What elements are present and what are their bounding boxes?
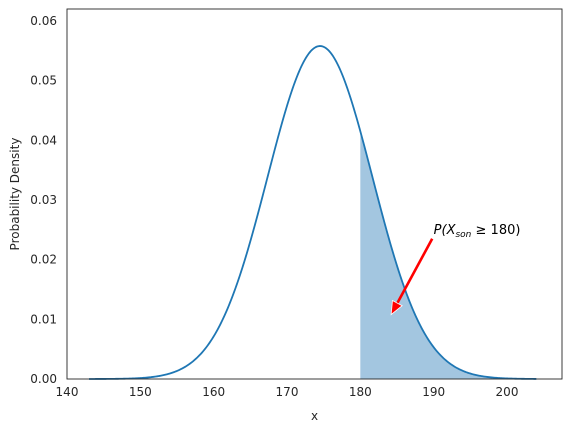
x-tick-label: 170	[276, 385, 299, 399]
shaded-area	[360, 131, 537, 379]
plot-frame	[66, 8, 563, 380]
y-tick-label: 0.05	[30, 74, 57, 88]
y-tick-label: 0.03	[30, 193, 57, 207]
x-tick-label: 200	[496, 385, 519, 399]
x-axis-label: x	[311, 409, 318, 423]
y-tick-label: 0.04	[30, 133, 57, 147]
annotation-arrow-shaft	[396, 238, 434, 304]
x-tick-label: 160	[202, 385, 225, 399]
y-tick-label: 0.02	[30, 253, 57, 267]
x-tick-label: 190	[422, 385, 445, 399]
y-axis-ticks: 0.00 0.01 0.02 0.03 0.04 0.05 0.06	[30, 14, 57, 386]
annotation-arrow-head	[390, 299, 403, 316]
x-tick-label: 180	[349, 385, 372, 399]
x-tick-label: 140	[56, 385, 79, 399]
y-tick-label: 0.06	[30, 14, 57, 28]
x-axis-ticks: 140 150 160 170 180 190 200	[56, 385, 519, 399]
annotation-prefix: P(X	[434, 223, 457, 238]
y-tick-label: 0.00	[30, 372, 57, 386]
annotation-suffix: ≥ 180)	[471, 223, 520, 238]
y-axis-label: Probability Density	[8, 138, 22, 251]
density-line	[89, 45, 537, 380]
annotation-label: P(Xson ≥ 180)	[434, 223, 521, 240]
plot-area	[66, 8, 563, 380]
y-tick-label: 0.01	[30, 312, 57, 326]
annotation-subscript: son	[455, 230, 471, 240]
x-tick-label: 150	[129, 385, 152, 399]
